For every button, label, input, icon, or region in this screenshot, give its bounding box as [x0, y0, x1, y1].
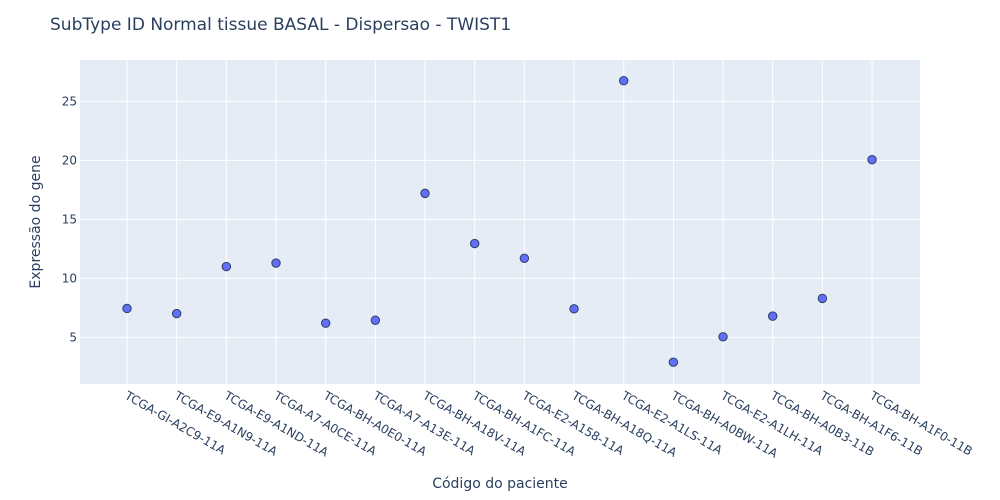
y-tick-label: 20 [62, 153, 77, 167]
data-point[interactable] [370, 315, 381, 325]
data-point[interactable] [171, 308, 182, 319]
y-tick-labels: 5 10 15 20 25 [62, 94, 77, 344]
data-point[interactable] [768, 311, 778, 321]
data-point[interactable] [718, 332, 728, 342]
y-gridlines [80, 100, 920, 338]
data-point[interactable] [221, 261, 232, 272]
y-tick-label: 15 [62, 212, 77, 226]
y-tick-label: 5 [69, 330, 77, 344]
chart-title: SubType ID Normal tissue BASAL - Dispers… [50, 15, 511, 35]
data-point[interactable] [867, 155, 877, 165]
data-point[interactable] [122, 303, 132, 314]
x-tick-labels: TCGA-GI-A2C9-11ATCGA-E9-A1N9-11ATCGA-E9-… [122, 388, 975, 461]
plot-background [80, 60, 920, 384]
data-point[interactable] [320, 318, 331, 328]
data-point[interactable] [569, 304, 579, 314]
data-points [122, 75, 877, 367]
y-tick-label: 10 [62, 271, 77, 285]
y-tick-label: 25 [62, 94, 77, 108]
x-axis-title: Código do paciente [432, 476, 568, 492]
data-point[interactable] [817, 293, 828, 304]
data-point[interactable] [519, 253, 530, 263]
data-point[interactable] [469, 238, 480, 249]
x-gridlines [126, 60, 873, 384]
data-point[interactable] [420, 188, 430, 199]
data-point[interactable] [271, 258, 281, 268]
data-point[interactable] [619, 75, 629, 86]
data-point[interactable] [668, 357, 679, 367]
y-axis-title: Expressão do gene [28, 155, 44, 288]
